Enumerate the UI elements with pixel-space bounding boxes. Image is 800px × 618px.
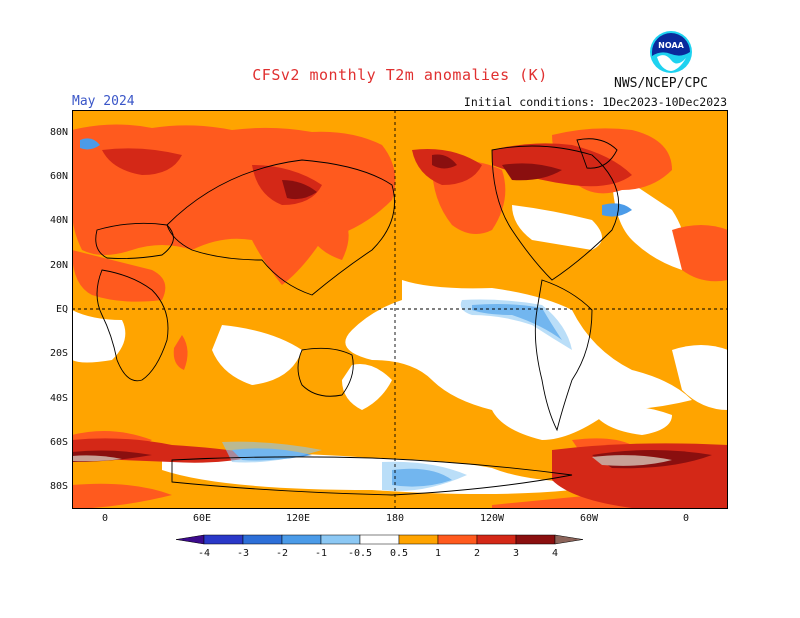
colorbar-tick-label: 0.5 [390,548,408,559]
lat-label: 60S [49,437,68,448]
africa-outline [96,269,169,382]
colorbar-lower-extension [175,534,205,545]
colorbar-cell [515,534,556,545]
lon-label: 120W [479,513,505,524]
colorbar-tick-label: 1 [435,548,441,559]
noaa-logo: NOAA [649,30,693,74]
south-america-outline [534,279,593,432]
lat-label: 20S [49,348,68,359]
lon-label: 60W [579,513,599,524]
colorbar-cell [437,534,478,545]
lon-label: 120E [285,513,311,524]
north-america-outline [491,145,620,281]
lat-label: 80N [49,127,68,138]
extreme-warm-anomaly-regions [72,455,672,466]
colorbar-cell [320,534,361,545]
colorbar-cell [476,534,517,545]
greenland-outline [576,138,618,169]
colorbar: -4 -3 -2 -1 -0.5 0.5 1 2 3 4 [172,534,632,568]
initial-conditions-label: Initial conditions: 1Dec2023-10Dec2023 [463,95,727,109]
lat-label: 80S [49,481,68,492]
colorbar-cell [398,534,439,545]
chart-title: CFSv2 monthly T2m anomalies (K) [252,66,548,84]
coastlines [95,138,620,496]
anomaly-map [72,110,728,514]
map-frame [72,110,728,509]
colorbar-tick-label: 4 [552,548,558,559]
europe-outline [95,222,174,260]
colorbar-tick-label: -1 [315,548,327,559]
colorbar-upper-extension [554,534,584,545]
australia-outline [297,347,354,397]
lon-label: 60E [192,513,212,524]
lon-label: 0 [682,513,690,524]
agency-label: NWS/NCEP/CPC [614,76,708,91]
lat-label: 40N [49,215,68,226]
colorbar-cell [281,534,322,545]
lon-label: 180 [385,513,405,524]
valid-month-label: May 2024 [72,94,135,109]
colorbar-cell [203,534,244,545]
lat-label: EQ [55,304,68,315]
lat-label: 20N [49,260,68,271]
colorbar-tick-label: -2 [276,548,288,559]
lon-label: 0 [101,513,109,524]
noaa-logo-text: NOAA [658,41,684,50]
colorbar-tick-label: -3 [237,548,249,559]
lat-label: 60N [49,171,68,182]
colorbar-tick-label: 3 [513,548,519,559]
colorbar-cell [242,534,283,545]
colorbar-tick-label: 2 [474,548,480,559]
antarctica-outline [171,456,573,496]
lat-label: 40S [49,393,68,404]
colorbar-tick-label: -4 [198,548,210,559]
colorbar-tick-label: -0.5 [348,548,372,559]
colorbar-cell [359,534,400,545]
asia-outline [166,159,395,296]
